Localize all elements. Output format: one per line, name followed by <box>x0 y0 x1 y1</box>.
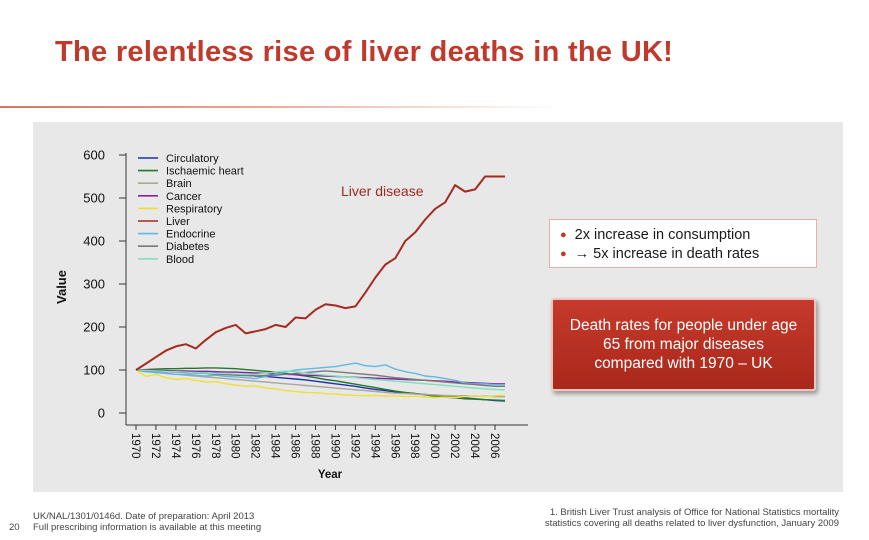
reference-line: statistics covering all deaths related t… <box>544 518 839 529</box>
x-tick-label: 1982 <box>249 433 261 459</box>
series-line-cancer <box>136 369 505 385</box>
slide-title: The relentless rise of liver deaths in t… <box>55 36 674 68</box>
x-tick-label: 1972 <box>149 433 161 459</box>
y-tick-label: 500 <box>83 191 105 206</box>
x-tick-label: 1994 <box>368 433 380 459</box>
x-tick-label: 1988 <box>309 433 321 459</box>
y-axis-title: Value <box>54 270 69 304</box>
y-tick-label: 400 <box>83 234 105 249</box>
series-line-endocrine <box>135 362 505 386</box>
liver-disease-annotation: Liver disease <box>341 183 424 199</box>
legend-label: Blood <box>166 254 194 266</box>
legend-label: Ischaemic heart <box>166 166 244 178</box>
y-tick-label: 0 <box>98 406 105 421</box>
series-line-respiratory <box>135 369 506 399</box>
series-line-brain <box>135 369 505 398</box>
x-tick-label: 1974 <box>169 433 181 459</box>
bullet-text: → 5x increase in death rates <box>574 246 760 262</box>
footer-notes: UK/NAL/1301/0146d. Date of preparation: … <box>33 511 261 533</box>
x-tick-label: 1990 <box>328 433 340 459</box>
legend-label: Liver <box>166 216 190 228</box>
series-line-liver <box>135 175 505 371</box>
x-tick-label: 2006 <box>488 433 500 459</box>
reference-line: 1. British Liver Trust analysis of Offic… <box>549 507 839 518</box>
bullet-text: 2x increase in consumption <box>574 227 751 243</box>
x-tick-label: 1978 <box>209 433 221 459</box>
x-tick-label: 2002 <box>448 433 460 459</box>
y-tick-label: 200 <box>83 320 105 335</box>
x-tick-label: 1970 <box>129 433 141 459</box>
x-tick-label: 1984 <box>269 433 281 459</box>
x-tick-label: 2000 <box>428 433 440 459</box>
footer-reference: 1. British Liver Trust analysis of Offic… <box>545 507 839 529</box>
x-tick-label: 1992 <box>348 433 360 459</box>
y-tick-label: 100 <box>83 363 105 378</box>
legend-label: Circulatory <box>166 153 219 165</box>
legend-label: Endocrine <box>166 229 216 241</box>
y-tick-label: 600 <box>83 148 105 163</box>
footer-code: UK/NAL/1301/0146d. Date of preparation: … <box>33 511 255 522</box>
title-divider <box>0 106 560 108</box>
y-tick-label: 300 <box>83 277 105 292</box>
bullet-item: ● 2x increase in consumption <box>560 227 751 243</box>
callout-text: Death rates for people under age 65 from… <box>569 317 798 372</box>
bullet-item: ● → 5x increase in death rates <box>560 246 760 262</box>
legend-label: Cancer <box>166 191 202 203</box>
x-axis-title: Year <box>318 469 343 481</box>
footer-prescribing: Full prescribing information is availabl… <box>33 522 262 533</box>
x-tick-label: 1976 <box>189 433 201 459</box>
death-rates-callout: Death rates for people under age 65 from… <box>551 298 816 391</box>
legend-label: Respiratory <box>166 203 223 215</box>
x-tick-label: 2004 <box>468 433 480 459</box>
page-number: 20 <box>9 522 20 533</box>
x-tick-label: 1980 <box>229 433 241 459</box>
legend-label: Brain <box>166 178 192 190</box>
x-tick-label: 1998 <box>408 433 420 459</box>
legend-label: Diabetes <box>166 241 210 253</box>
x-tick-label: 1996 <box>388 433 400 459</box>
x-tick-label: 1986 <box>289 433 301 459</box>
series-line-blood <box>135 369 506 391</box>
bullet-callout: ● 2x increase in consumption ● → 5x increa… <box>549 219 817 268</box>
